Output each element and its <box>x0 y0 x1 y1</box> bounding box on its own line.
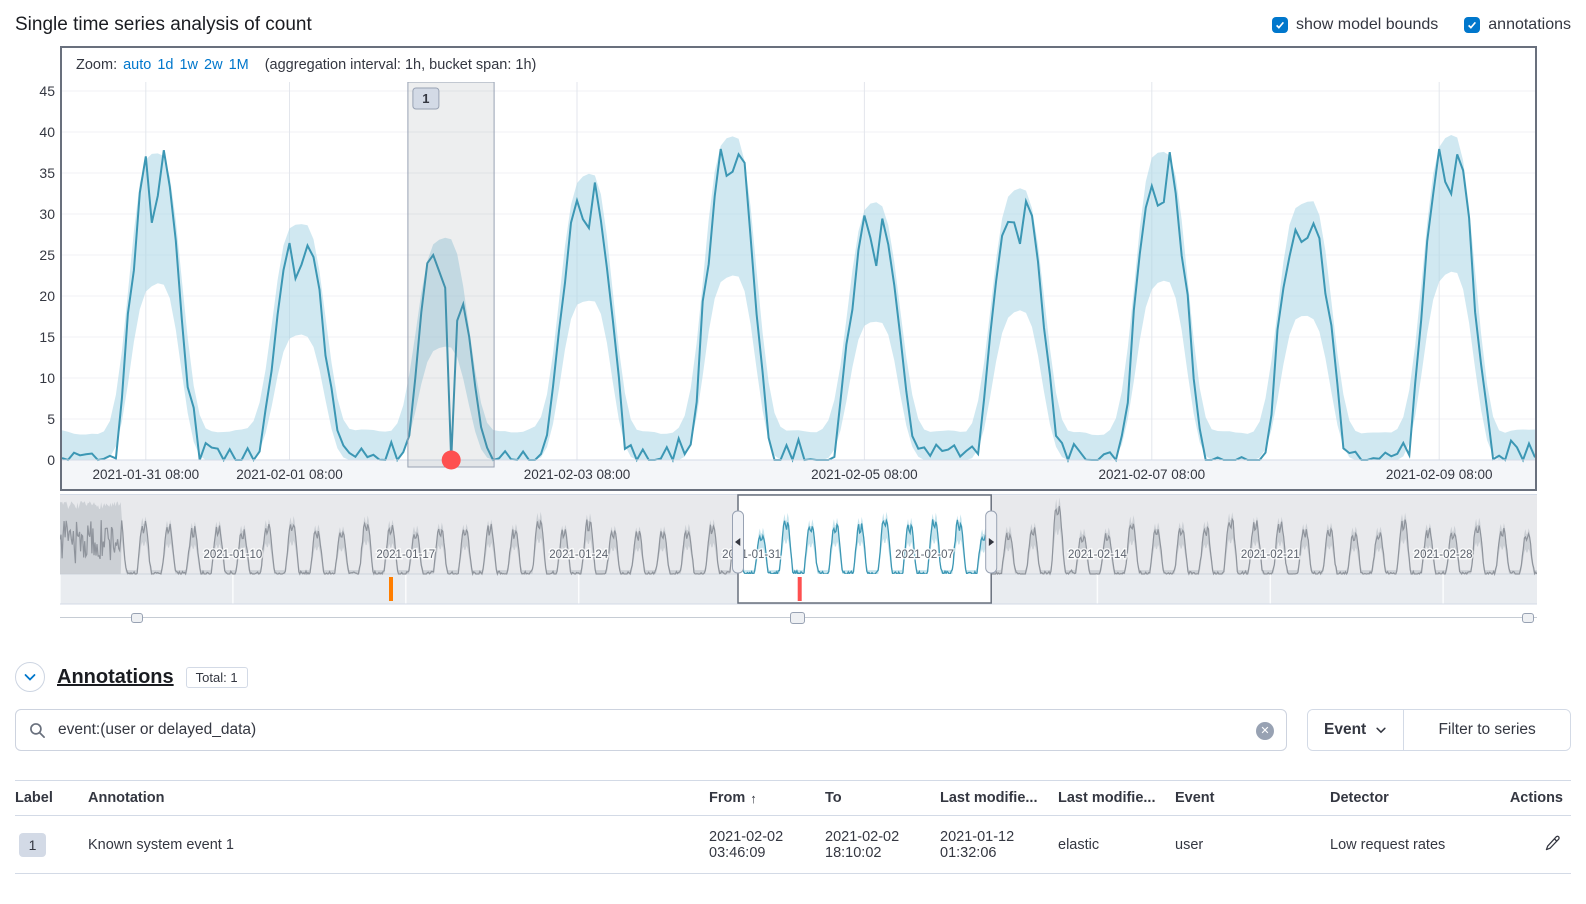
page-title: Single time series analysis of count <box>15 14 312 35</box>
collapse-annotations-button[interactable] <box>15 662 45 692</box>
y-tick-label: 20 <box>39 288 55 304</box>
focus-chart-box: Zoom: auto 1d 1w 2w 1M (aggregation inte… <box>60 46 1537 491</box>
scrollbar-left-handle[interactable] <box>131 613 143 623</box>
scrollbar-thumb[interactable] <box>790 612 805 624</box>
annotations-search: ✕ <box>15 709 1287 751</box>
zoom-1w[interactable]: 1w <box>179 57 199 73</box>
filter-to-series-button[interactable]: Filter to series <box>1404 710 1570 750</box>
sort-ascending-icon: ↑ <box>750 790 757 806</box>
col-detector[interactable]: Detector <box>1330 790 1389 806</box>
context-tick-label: 2021-02-14 <box>1068 549 1127 561</box>
timeseries-visualization: 0 5 10 15 20 25 30 35 40 45 Zoom: auto 1d 1w 2w 1… <box>15 46 1571 626</box>
annotations-checkbox[interactable]: annotations <box>1464 16 1571 34</box>
col-actions: Actions <box>1509 790 1563 806</box>
y-tick-label: 0 <box>47 452 55 468</box>
context-tick-label: 2021-01-10 <box>203 549 262 561</box>
y-tick-label: 30 <box>39 206 55 222</box>
context-tick-label: 2021-01-31 <box>722 549 781 561</box>
event-filter-button[interactable]: Event <box>1308 710 1405 750</box>
context-tick-label: 2021-01-17 <box>376 549 435 561</box>
topbar: Single time series analysis of count sho… <box>15 10 1571 46</box>
show-model-bounds-label: show model bounds <box>1295 16 1439 33</box>
checkbox-checked-icon <box>1271 17 1288 33</box>
table-row: 1 Known system event 1 2021-02-02 03:46:… <box>15 816 1571 874</box>
y-tick-label: 10 <box>39 370 55 386</box>
annotations-filter-group: Event Filter to series <box>1307 709 1571 751</box>
context-scrollbar <box>60 610 1537 626</box>
table-header-row: Label Annotation From ↑ To Last modifie.… <box>15 780 1571 816</box>
context-tick-label: 2021-02-07 <box>895 549 954 561</box>
value-line <box>62 148 1535 463</box>
y-tick-label: 5 <box>47 411 55 427</box>
focus-chart[interactable]: 1 2021-01-31 08:00 2021-02-01 08:00 2021-02… <box>62 82 1535 489</box>
col-last-modified-date[interactable]: Last modifie... <box>940 790 1038 806</box>
context-line-selected <box>738 518 992 574</box>
chevron-down-icon <box>1376 727 1386 734</box>
annotation-to: 2021-02-02 18:10:02 <box>825 828 900 861</box>
edit-annotation-button[interactable] <box>1542 833 1563 857</box>
annotations-table: Label Annotation From ↑ To Last modifie.… <box>15 780 1571 874</box>
context-tick-label: 2021-02-21 <box>1241 549 1300 561</box>
annotation-detector: Low request rates <box>1330 836 1446 853</box>
x-tick-label: 2021-02-05 08:00 <box>811 467 918 482</box>
annotations-search-input[interactable] <box>16 710 1286 750</box>
zoom-1d[interactable]: 1d <box>157 57 174 73</box>
annotation-last-modified-by: elastic <box>1058 836 1100 853</box>
selection-handle-left-arrow-icon <box>734 538 741 546</box>
swimlane-annotation-marker[interactable] <box>389 577 393 601</box>
y-tick-label: 45 <box>39 83 55 99</box>
annotation-region-label-badge[interactable] <box>412 87 440 110</box>
annotation-event: user <box>1175 836 1204 853</box>
annotations-label: annotations <box>1488 16 1571 33</box>
zoom-auto[interactable]: auto <box>123 57 152 73</box>
annotation-last-modified: 2021-01-12 01:32:06 <box>940 828 1015 861</box>
checkbox-checked-icon <box>1464 17 1481 33</box>
col-label[interactable]: Label <box>15 790 53 806</box>
x-tick-label: 2021-02-01 08:00 <box>236 467 343 482</box>
x-tick-label: 2021-02-03 08:00 <box>524 467 631 482</box>
zoom-1M[interactable]: 1M <box>228 57 249 73</box>
selection-handle-right-arrow-icon <box>988 538 995 546</box>
y-tick-label: 35 <box>39 165 55 181</box>
annotation-label-badge: 1 <box>19 832 46 857</box>
col-last-modified-by[interactable]: Last modifie... <box>1058 790 1156 806</box>
clear-search-icon[interactable]: ✕ <box>1256 722 1274 740</box>
zoom-row: Zoom: auto 1d 1w 2w 1M (aggregation inte… <box>62 48 1535 82</box>
anomaly-marker[interactable] <box>441 450 461 470</box>
x-tick-label: 2021-02-09 08:00 <box>1386 467 1493 482</box>
col-event[interactable]: Event <box>1175 790 1215 806</box>
annotation-from: 2021-02-02 03:46:09 <box>709 828 784 861</box>
context-chart[interactable]: 2021-01-10 2021-01-17 2021-01-24 2021-01-31… <box>60 494 1537 608</box>
annotations-search-row: ✕ Event Filter to series <box>15 709 1571 751</box>
swimlane-annotation-marker[interactable] <box>797 577 802 601</box>
annotation-text: Known system event 1 <box>88 836 234 853</box>
x-tick-label: 2021-01-31 08:00 <box>93 467 200 482</box>
search-icon <box>30 723 45 738</box>
scrollbar-right-handle[interactable] <box>1522 613 1534 623</box>
aggregation-note: (aggregation interval: 1h, bucket span: … <box>264 57 537 73</box>
annotations-header: Annotations Total: 1 <box>15 662 1571 692</box>
zoom-2w[interactable]: 2w <box>204 57 223 73</box>
x-tick-label: 2021-02-07 08:00 <box>1099 467 1206 482</box>
col-to[interactable]: To <box>825 790 842 806</box>
annotation-region[interactable] <box>407 82 495 468</box>
y-tick-label: 25 <box>39 247 55 263</box>
context-tick-label: 2021-01-24 <box>549 549 608 561</box>
y-tick-label: 15 <box>39 329 55 345</box>
annotations-total-badge: Total: 1 <box>185 666 248 688</box>
pencil-icon <box>1545 835 1560 850</box>
x-axis-strip <box>62 460 1535 489</box>
chevron-down-icon <box>24 674 36 681</box>
chart-options: show model bounds annotations <box>1271 16 1571 34</box>
col-annotation[interactable]: Annotation <box>88 790 165 806</box>
annotations-title[interactable]: Annotations <box>57 665 174 688</box>
model-bounds-band <box>62 135 1535 460</box>
col-from[interactable]: From ↑ <box>709 790 757 806</box>
context-tick-label: 2021-02-28 <box>1414 549 1473 561</box>
zoom-label: Zoom: <box>76 57 118 73</box>
y-tick-label: 40 <box>39 124 55 140</box>
annotation-region-label: 1 <box>422 91 429 106</box>
show-model-bounds-checkbox[interactable]: show model bounds <box>1271 16 1439 34</box>
